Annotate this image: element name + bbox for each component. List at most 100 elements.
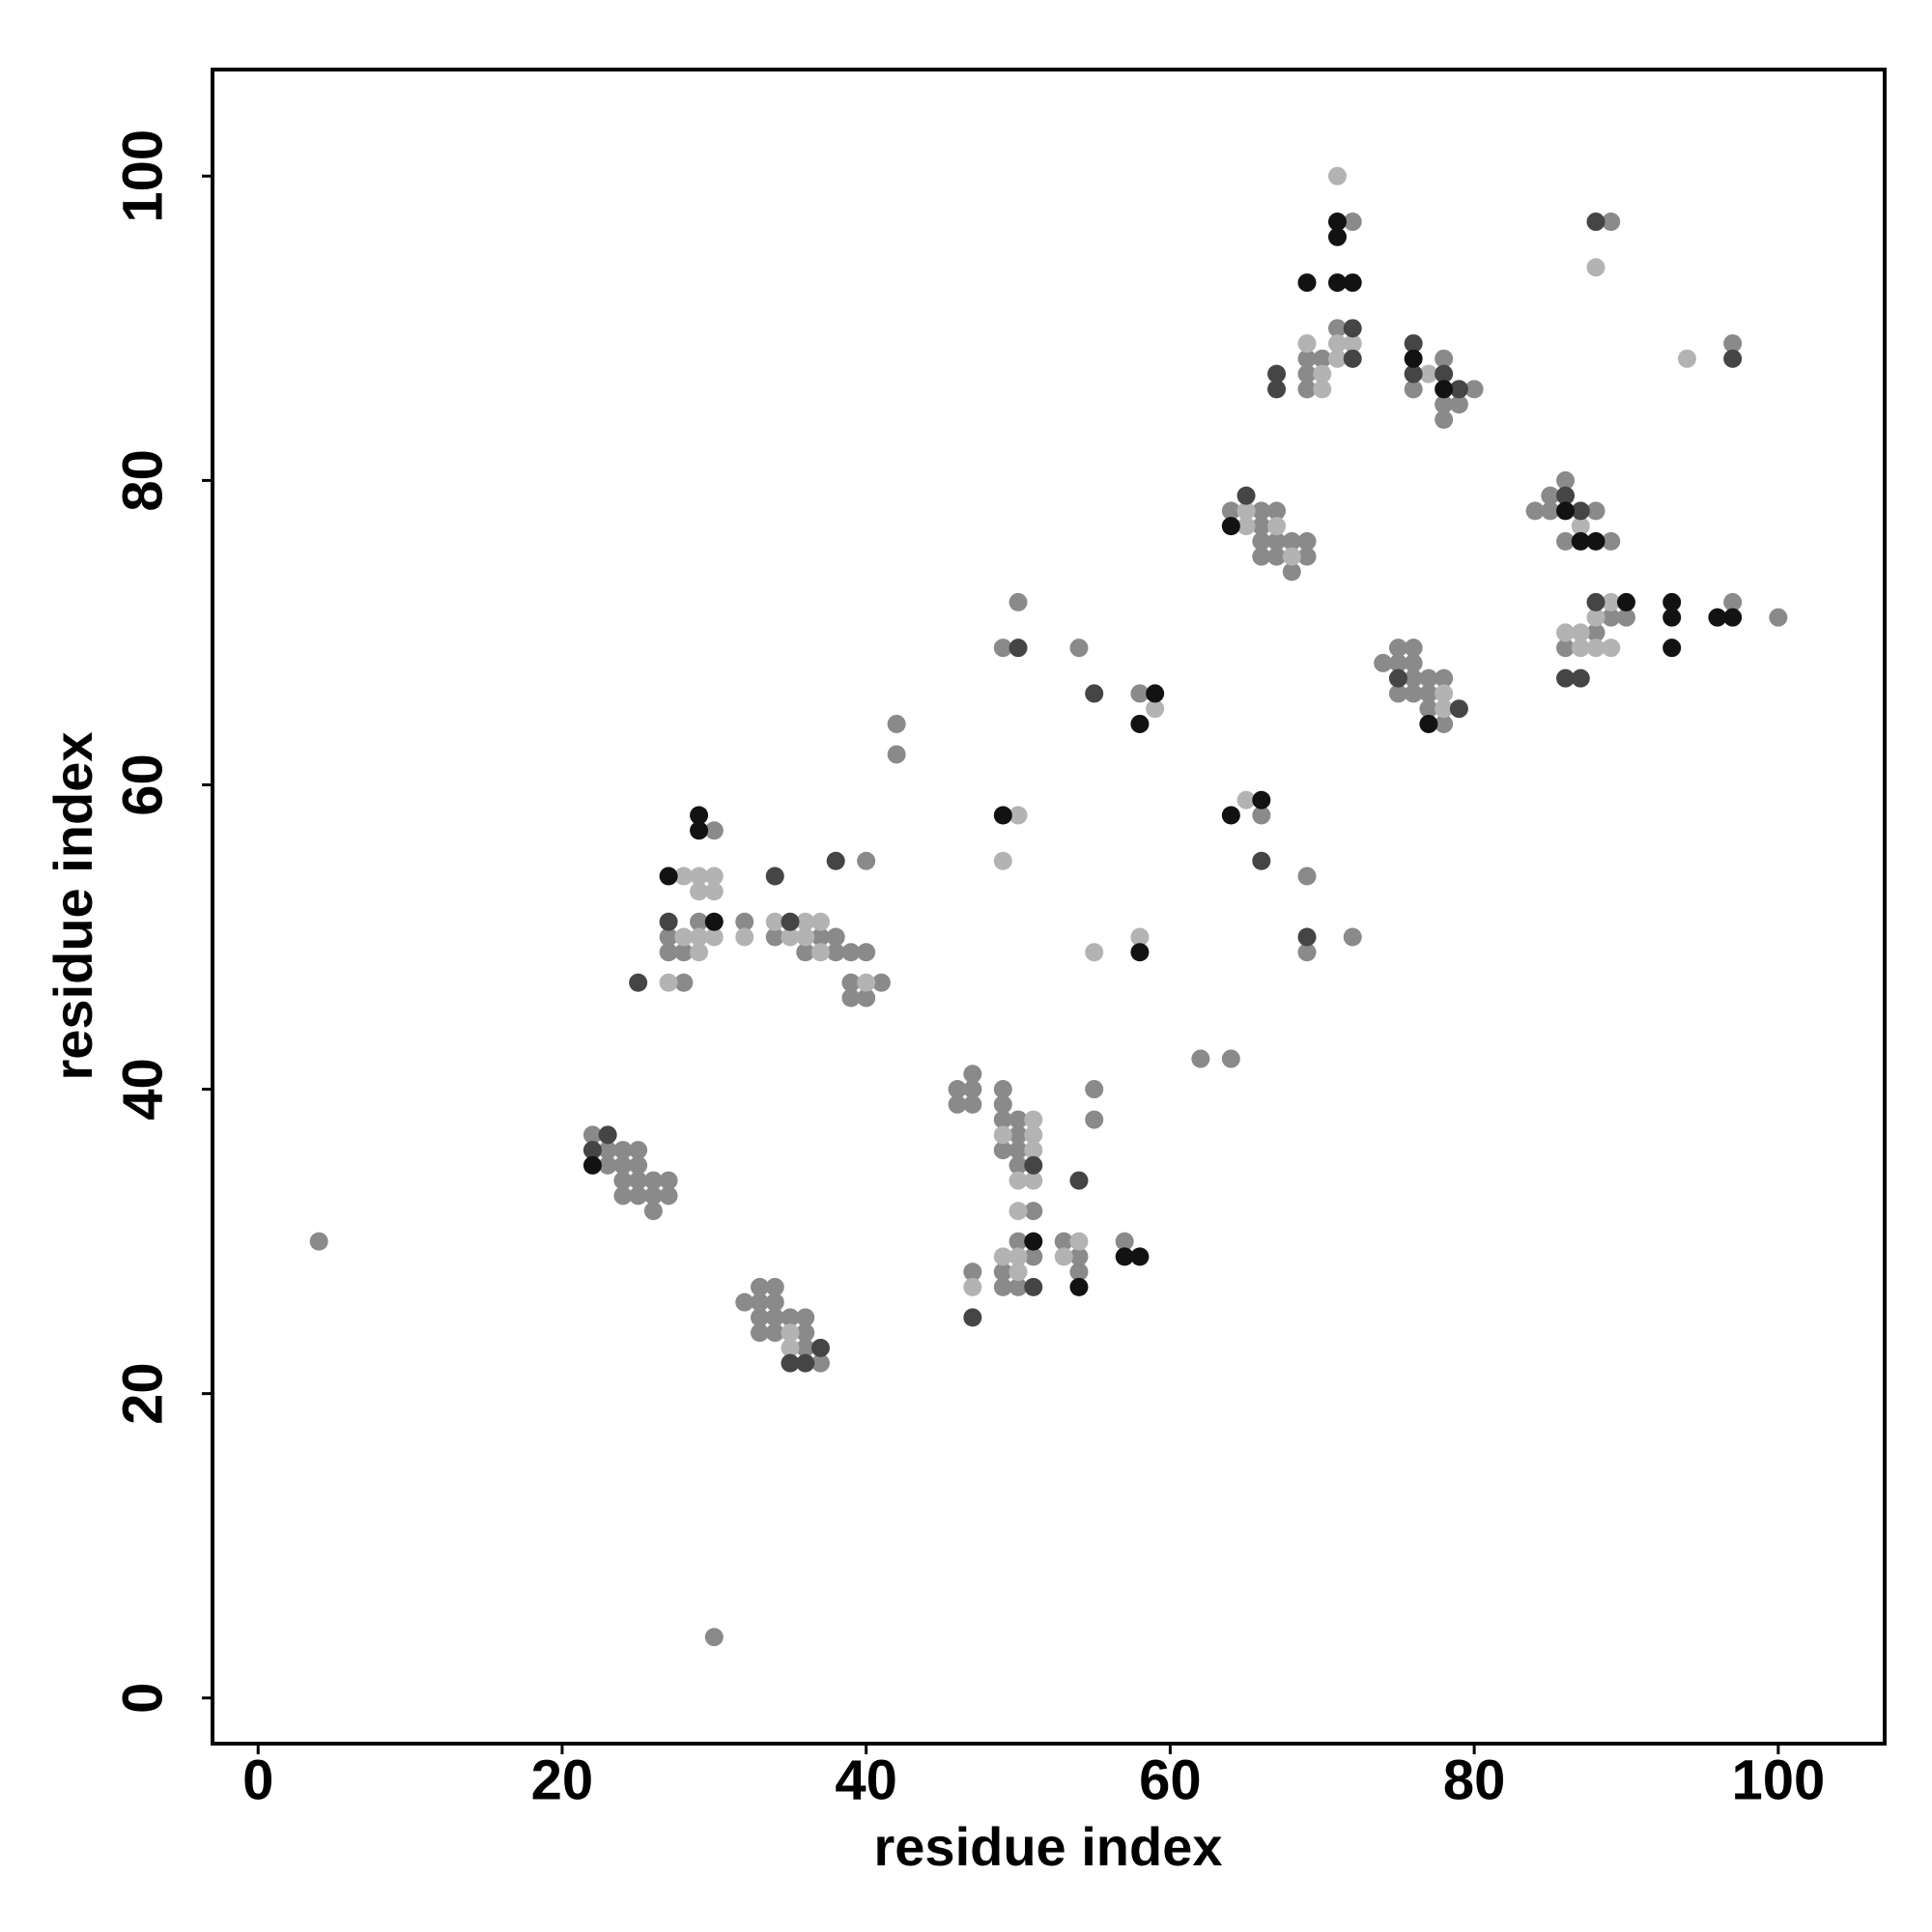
point xyxy=(1146,684,1165,703)
point xyxy=(1571,668,1590,688)
point xyxy=(1115,1247,1134,1266)
point xyxy=(1054,1247,1073,1266)
point xyxy=(1435,364,1454,384)
point xyxy=(1085,684,1104,703)
point xyxy=(1009,1263,1028,1282)
point xyxy=(1282,547,1301,566)
point xyxy=(1404,684,1423,703)
point xyxy=(1419,364,1438,384)
point xyxy=(1723,349,1743,368)
point xyxy=(1267,501,1287,521)
point xyxy=(1571,531,1590,551)
point xyxy=(1435,668,1454,688)
point xyxy=(781,1353,800,1373)
point xyxy=(1343,349,1362,368)
point xyxy=(690,882,709,901)
point xyxy=(1571,639,1590,658)
point xyxy=(1449,395,1468,414)
x-axis-title: residue index xyxy=(873,1816,1222,1877)
point xyxy=(629,1171,648,1190)
point xyxy=(598,1155,617,1175)
point xyxy=(1236,790,1256,810)
point xyxy=(1054,1232,1073,1251)
point xyxy=(1708,608,1727,627)
point xyxy=(857,943,876,962)
point xyxy=(887,745,906,764)
point xyxy=(659,973,678,992)
point xyxy=(810,1338,830,1357)
point xyxy=(690,806,709,825)
point xyxy=(993,1080,1012,1099)
point xyxy=(993,851,1012,870)
point xyxy=(1343,319,1362,338)
point xyxy=(1313,349,1332,368)
point xyxy=(1769,608,1788,627)
point xyxy=(1191,1049,1210,1068)
point xyxy=(309,1232,328,1251)
point xyxy=(796,912,815,931)
point xyxy=(659,1186,678,1206)
point xyxy=(993,1094,1012,1114)
point xyxy=(1435,349,1454,368)
point xyxy=(993,1263,1012,1282)
y-tick-label: 60 xyxy=(111,753,174,816)
point xyxy=(887,714,906,733)
point xyxy=(810,927,830,947)
point xyxy=(1449,380,1468,399)
point xyxy=(659,867,678,886)
point xyxy=(643,1171,663,1190)
point xyxy=(629,1155,648,1175)
point xyxy=(948,1094,967,1114)
point xyxy=(857,851,876,870)
x-tick-label: 20 xyxy=(531,1748,594,1811)
point xyxy=(1677,349,1696,368)
point xyxy=(735,1293,754,1312)
point xyxy=(1662,639,1682,658)
point xyxy=(1297,349,1317,368)
point xyxy=(993,1247,1012,1266)
point xyxy=(674,927,694,947)
point xyxy=(765,927,784,947)
point xyxy=(643,1186,663,1206)
point xyxy=(1404,364,1423,384)
point xyxy=(1236,517,1256,536)
point xyxy=(1130,927,1150,947)
point xyxy=(1252,517,1271,536)
point xyxy=(963,1094,982,1114)
point xyxy=(1556,639,1576,658)
point xyxy=(1435,410,1454,429)
point xyxy=(613,1155,633,1175)
point xyxy=(796,943,815,962)
point xyxy=(613,1141,633,1160)
point xyxy=(643,1202,663,1221)
point xyxy=(1541,501,1560,521)
point xyxy=(1556,668,1576,688)
point xyxy=(1556,531,1576,551)
point xyxy=(1327,349,1347,368)
x-tick-label: 100 xyxy=(1731,1748,1825,1811)
point xyxy=(1282,531,1301,551)
point xyxy=(1297,380,1317,399)
point xyxy=(993,1277,1012,1296)
point xyxy=(1556,470,1576,490)
point xyxy=(781,927,800,947)
point xyxy=(993,639,1012,658)
point xyxy=(629,1141,648,1160)
point xyxy=(1343,927,1362,947)
point xyxy=(1586,608,1605,627)
point xyxy=(1069,1232,1089,1251)
point xyxy=(1297,547,1317,566)
point xyxy=(690,927,709,947)
point xyxy=(1221,501,1240,521)
point xyxy=(1085,943,1104,962)
point xyxy=(1297,943,1317,962)
point xyxy=(963,1277,982,1296)
point xyxy=(1297,867,1317,886)
point xyxy=(1404,653,1423,672)
point xyxy=(704,927,724,947)
point xyxy=(1069,1277,1089,1296)
point xyxy=(1024,1277,1043,1296)
point xyxy=(1221,806,1240,825)
point xyxy=(1297,273,1317,293)
point xyxy=(765,867,784,886)
